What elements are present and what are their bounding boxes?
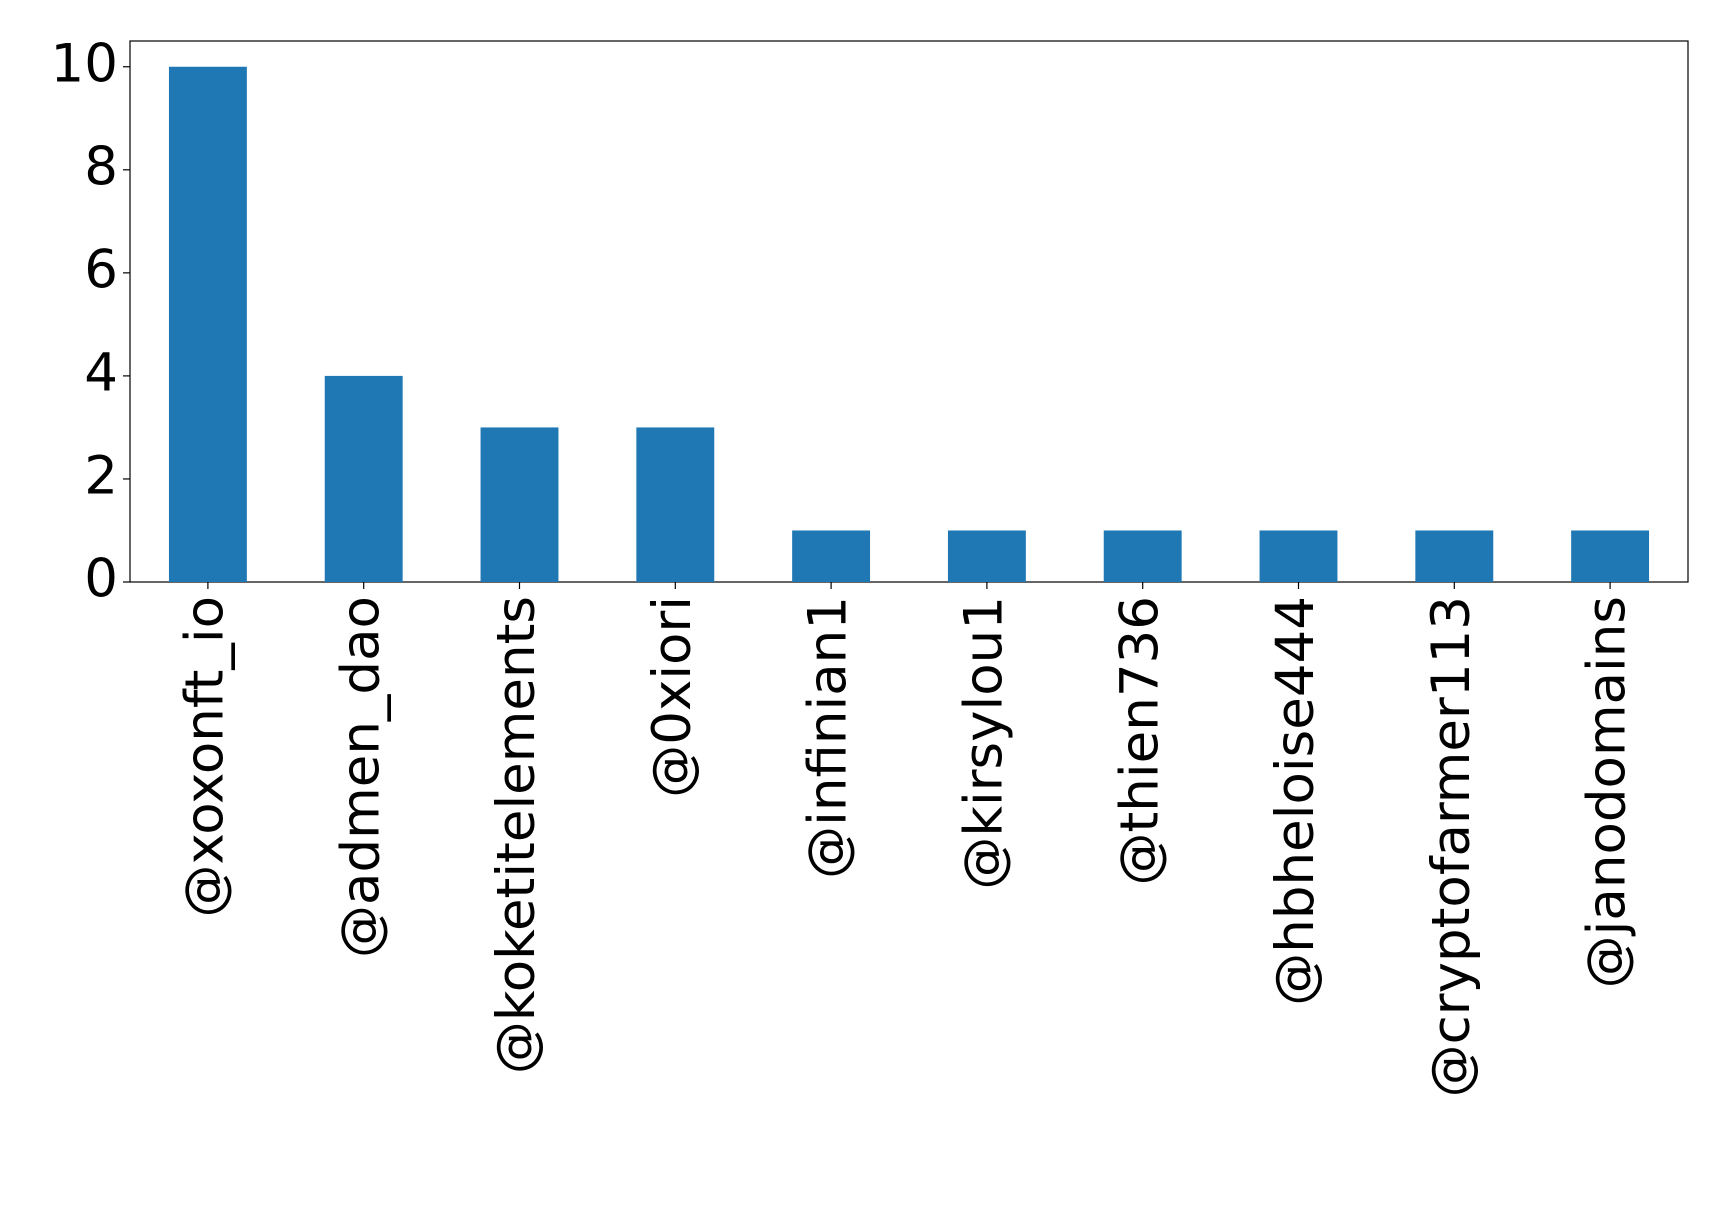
x-tick-label: @admen_dao	[330, 596, 391, 958]
bar	[1103, 530, 1182, 582]
x-tick-label: @cryptofarmer113	[1421, 596, 1482, 1097]
y-tick-label: 6	[84, 239, 118, 300]
y-tick-label: 10	[51, 33, 118, 94]
bar	[168, 66, 247, 582]
bar	[480, 427, 559, 582]
bar	[947, 530, 1026, 582]
bar	[792, 530, 871, 582]
bar	[324, 375, 403, 582]
plot-frame	[129, 40, 1689, 583]
x-tick-label: @kirsylou1	[954, 596, 1015, 890]
y-tick-label: 0	[84, 549, 118, 610]
bar	[1415, 530, 1494, 582]
x-tick-label: @thien736	[1109, 596, 1170, 885]
x-tick-label: @janodomains	[1577, 596, 1638, 988]
x-tick-label: @0xiori	[642, 596, 703, 798]
bar	[636, 427, 715, 582]
x-tick-label: @hbheloise444	[1265, 596, 1326, 1006]
bar	[1571, 530, 1650, 582]
y-tick-label: 2	[84, 446, 118, 507]
bar	[1259, 530, 1338, 582]
x-tick-label: @koketitelements	[486, 596, 547, 1074]
y-tick-label: 8	[84, 136, 118, 197]
x-tick-label: @xoxonft_io	[175, 596, 236, 917]
y-tick-label: 4	[84, 343, 118, 404]
x-tick-label: @infinian1	[798, 596, 859, 879]
